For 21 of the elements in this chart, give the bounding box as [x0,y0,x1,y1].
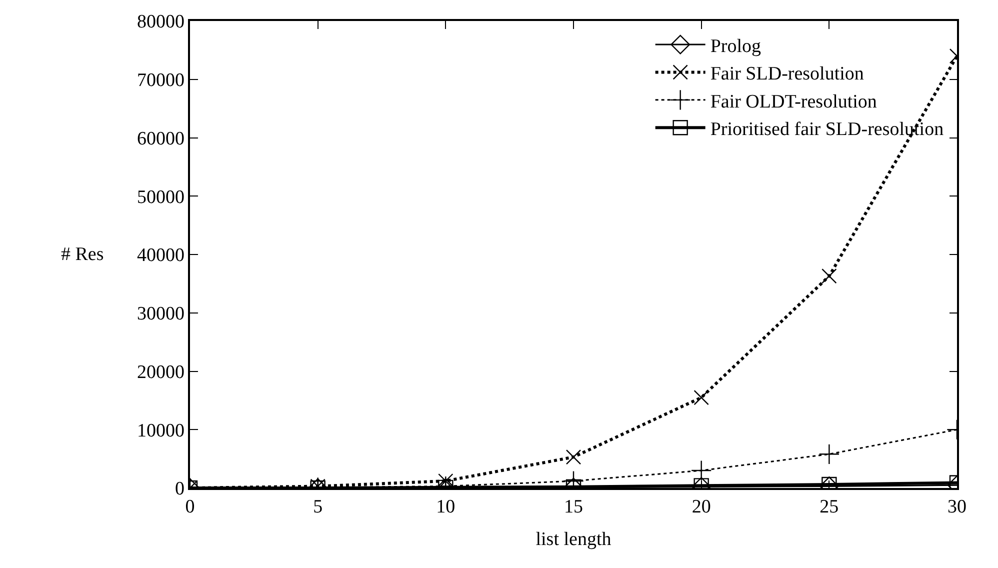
x-tick-label: 15 [564,496,583,518]
legend-label: Fair OLDT-resolution [710,91,878,112]
x-tick-label: 20 [692,496,711,518]
x-tick-label: 10 [436,496,456,518]
x-tick-label: 5 [313,496,323,518]
y-tick-label: 30000 [136,304,184,325]
legend-label: Prolog [710,36,762,57]
y-tick-label: 0 [174,478,184,500]
y-tick-label: 40000 [136,245,184,266]
y-tick-label: 60000 [136,128,184,150]
y-tick-label: 10000 [136,420,184,442]
legend-label: Prioritised fair SLD-resolution [710,119,944,140]
y-axis-title: # Res [61,244,104,265]
x-tick-label: 25 [820,496,839,518]
y-tick-label: 70000 [136,70,184,92]
y-tick-label: 20000 [136,362,184,383]
legend-label: Fair SLD-resolution [710,64,864,85]
y-tick-label: 50000 [136,186,184,208]
x-axis-title: list length [536,528,612,550]
y-tick-label: 80000 [136,12,184,33]
x-tick-label: 30 [948,496,966,518]
